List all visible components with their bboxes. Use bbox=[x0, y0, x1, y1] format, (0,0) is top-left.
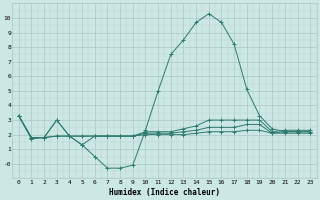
X-axis label: Humidex (Indice chaleur): Humidex (Indice chaleur) bbox=[109, 188, 220, 197]
